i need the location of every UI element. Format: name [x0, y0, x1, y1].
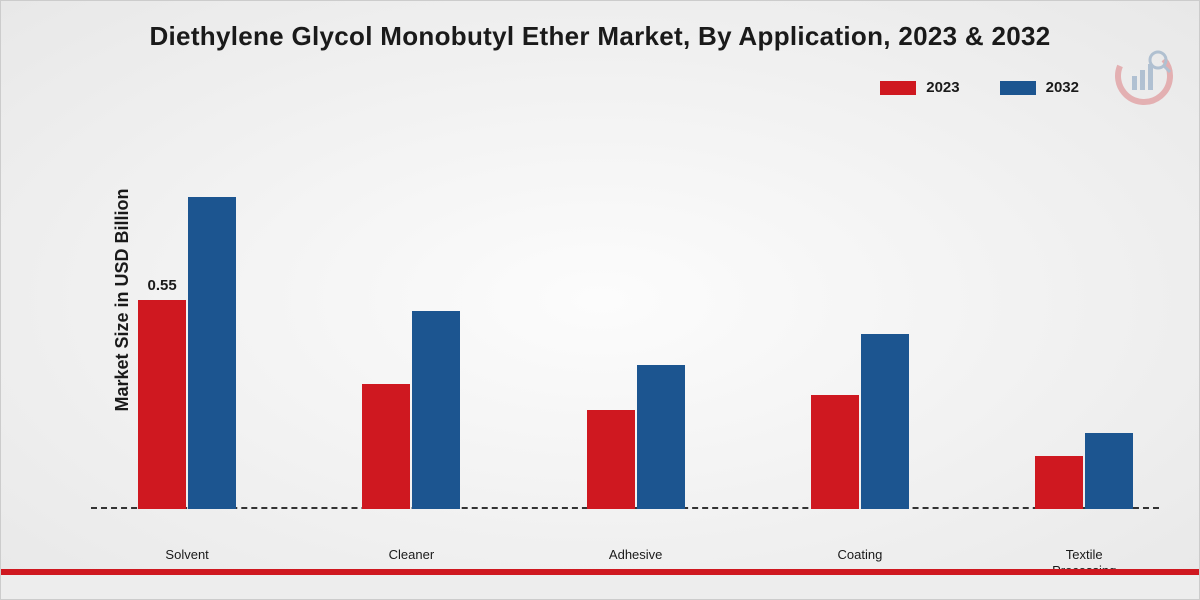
bar [1035, 456, 1083, 509]
watermark-logo [1114, 46, 1174, 106]
bar [188, 197, 236, 509]
bar [138, 300, 186, 509]
bar [811, 395, 859, 509]
bar-group [811, 334, 909, 509]
bar [637, 365, 685, 509]
legend: 2023 2032 [880, 79, 1079, 96]
bar [587, 410, 635, 509]
bottom-strip [1, 569, 1199, 599]
x-axis-label: Cleaner [389, 547, 435, 563]
legend-item-2032: 2032 [1000, 79, 1079, 96]
x-axis-label: Coating [838, 547, 883, 563]
chart-container: Diethylene Glycol Monobutyl Ether Market… [0, 0, 1200, 600]
bar-value-label: 0.55 [148, 277, 177, 294]
bar [861, 334, 909, 509]
plot-area: 0.55 [91, 131, 1159, 509]
bar [362, 384, 410, 509]
chart-title: Diethylene Glycol Monobutyl Ether Market… [1, 21, 1199, 52]
bar-group [138, 197, 236, 509]
legend-swatch-2023 [880, 81, 916, 95]
legend-item-2023: 2023 [880, 79, 959, 96]
x-axis-label: Solvent [165, 547, 208, 563]
bar [412, 311, 460, 509]
legend-label-2032: 2032 [1046, 79, 1079, 96]
bar [1085, 433, 1133, 509]
bar-group [587, 365, 685, 509]
bottom-strip-grey [1, 575, 1199, 599]
x-axis-label: Adhesive [609, 547, 662, 563]
bar-group [362, 311, 460, 509]
legend-label-2023: 2023 [926, 79, 959, 96]
bar-group [1035, 433, 1133, 509]
legend-swatch-2032 [1000, 81, 1036, 95]
